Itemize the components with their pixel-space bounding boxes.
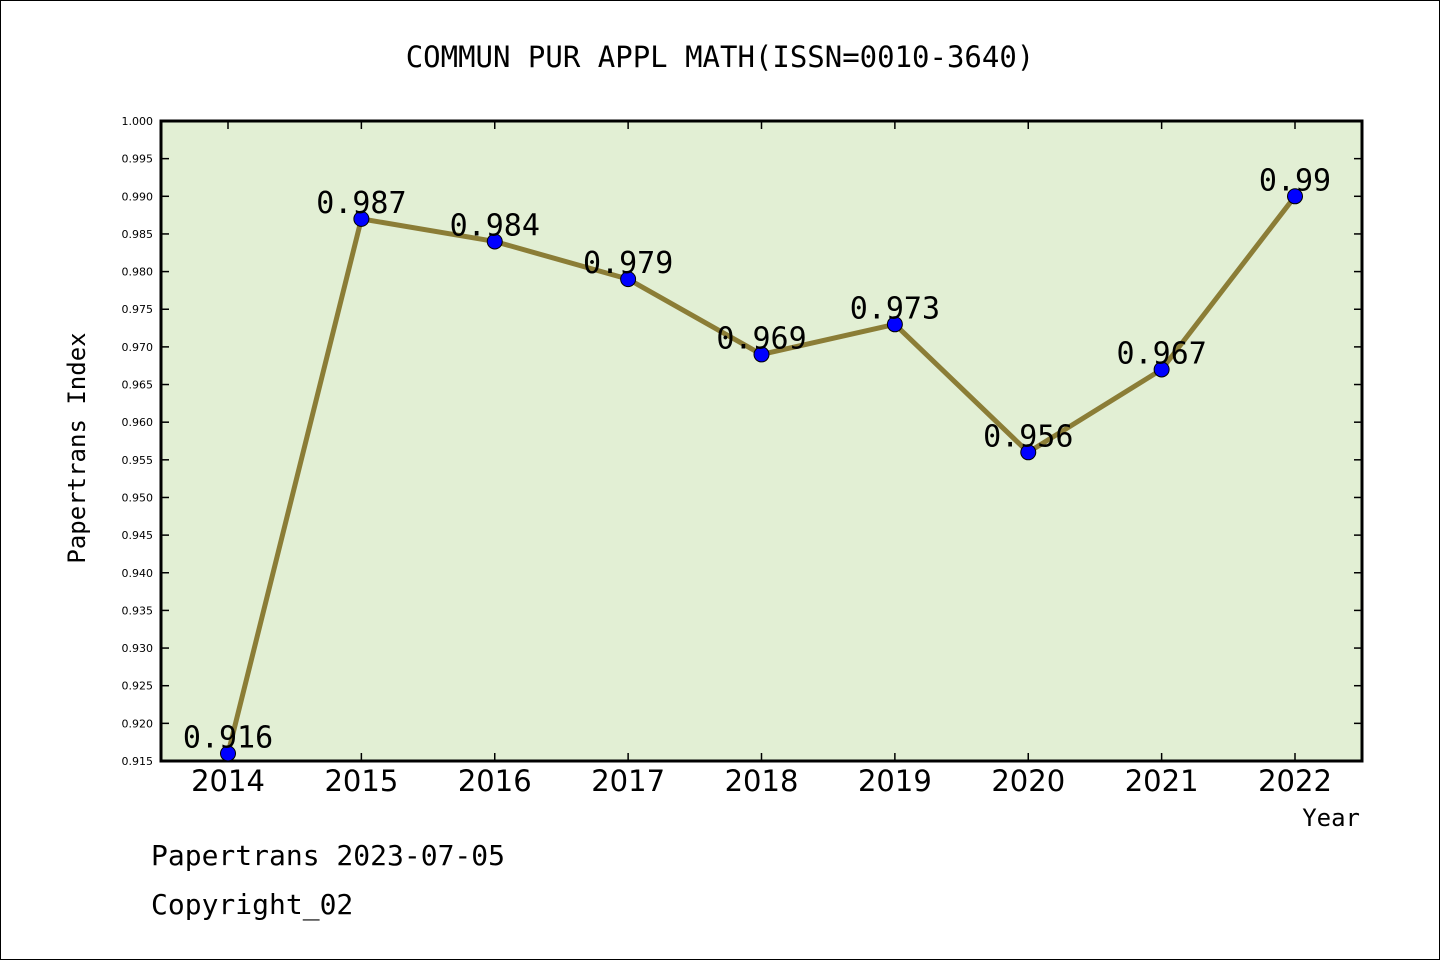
y-axis-label: Papertrans Index: [63, 332, 91, 563]
y-tick-label: 0.920: [122, 717, 154, 730]
data-point: [886, 316, 903, 333]
data-label: 0.916: [183, 720, 273, 755]
data-label-group: 0.916 0.987 0.984 0.979 0.969 0.973 0.956 0.967…: [183, 163, 1331, 755]
data-label: 0.979: [583, 246, 673, 281]
y-axis-ticks: 0.915 0.920 0.925 0.930 0.935 0.940 0.945 0.950…: [122, 115, 1362, 768]
data-point: [486, 233, 503, 250]
y-tick-label: 1.000: [122, 115, 154, 128]
y-tick-label: 0.975: [122, 303, 154, 316]
x-tick-label: 2018: [725, 764, 799, 798]
y-tick-label: 0.955: [122, 454, 154, 467]
x-tick-label: 2020: [991, 764, 1065, 798]
x-tick-label: 2015: [324, 764, 398, 798]
data-label: 0.973: [850, 291, 940, 326]
data-label: 0.99: [1259, 163, 1331, 198]
y-tick-label: 0.950: [122, 491, 154, 504]
footer-date-text: Papertrans 2023-07-05: [151, 839, 505, 872]
data-point: [753, 346, 770, 363]
data-point: [620, 271, 637, 288]
y-tick-label: 0.945: [122, 529, 154, 542]
data-label: 0.969: [716, 321, 806, 356]
data-label: 0.987: [316, 186, 406, 221]
x-tick-label: 2019: [858, 764, 932, 798]
y-tick-label: 0.960: [122, 416, 154, 429]
y-tick-label: 0.990: [122, 190, 154, 203]
y-tick-label: 0.995: [122, 153, 154, 166]
x-axis-label: Year: [1302, 804, 1360, 832]
data-label: 0.967: [1116, 336, 1206, 371]
y-tick-label: 0.985: [122, 228, 154, 241]
data-point: [1287, 188, 1303, 205]
data-point: [1020, 444, 1037, 461]
x-tick-label: 2014: [191, 764, 265, 798]
x-tick-label: 2021: [1125, 764, 1199, 798]
y-tick-label: 0.970: [122, 341, 154, 354]
y-tick-label: 0.965: [122, 379, 154, 392]
data-label: 0.956: [983, 419, 1073, 454]
y-tick-label: 0.915: [122, 755, 154, 768]
x-tick-label: 2022: [1258, 764, 1332, 798]
y-tick-label: 0.940: [122, 567, 154, 580]
x-tick-label: 2017: [591, 764, 665, 798]
data-point: [220, 745, 236, 762]
x-tick-label: 2016: [458, 764, 532, 798]
y-tick-label: 0.935: [122, 604, 154, 617]
data-label: 0.984: [450, 208, 540, 243]
data-point: [1153, 361, 1170, 378]
data-point: [353, 210, 370, 227]
series-group: [220, 188, 1303, 762]
chart-title: COMMUN PUR APPL MATH(ISSN=0010-3640): [406, 40, 1035, 74]
y-tick-label: 0.930: [122, 642, 154, 655]
footer-copyright-text: Copyright_02: [151, 888, 353, 922]
x-axis-ticks: 2014 2015 2016 2017 2018 2019 2020 2021 2022: [191, 121, 1332, 798]
y-tick-label: 0.980: [122, 266, 154, 279]
y-tick-label: 0.925: [122, 680, 154, 693]
